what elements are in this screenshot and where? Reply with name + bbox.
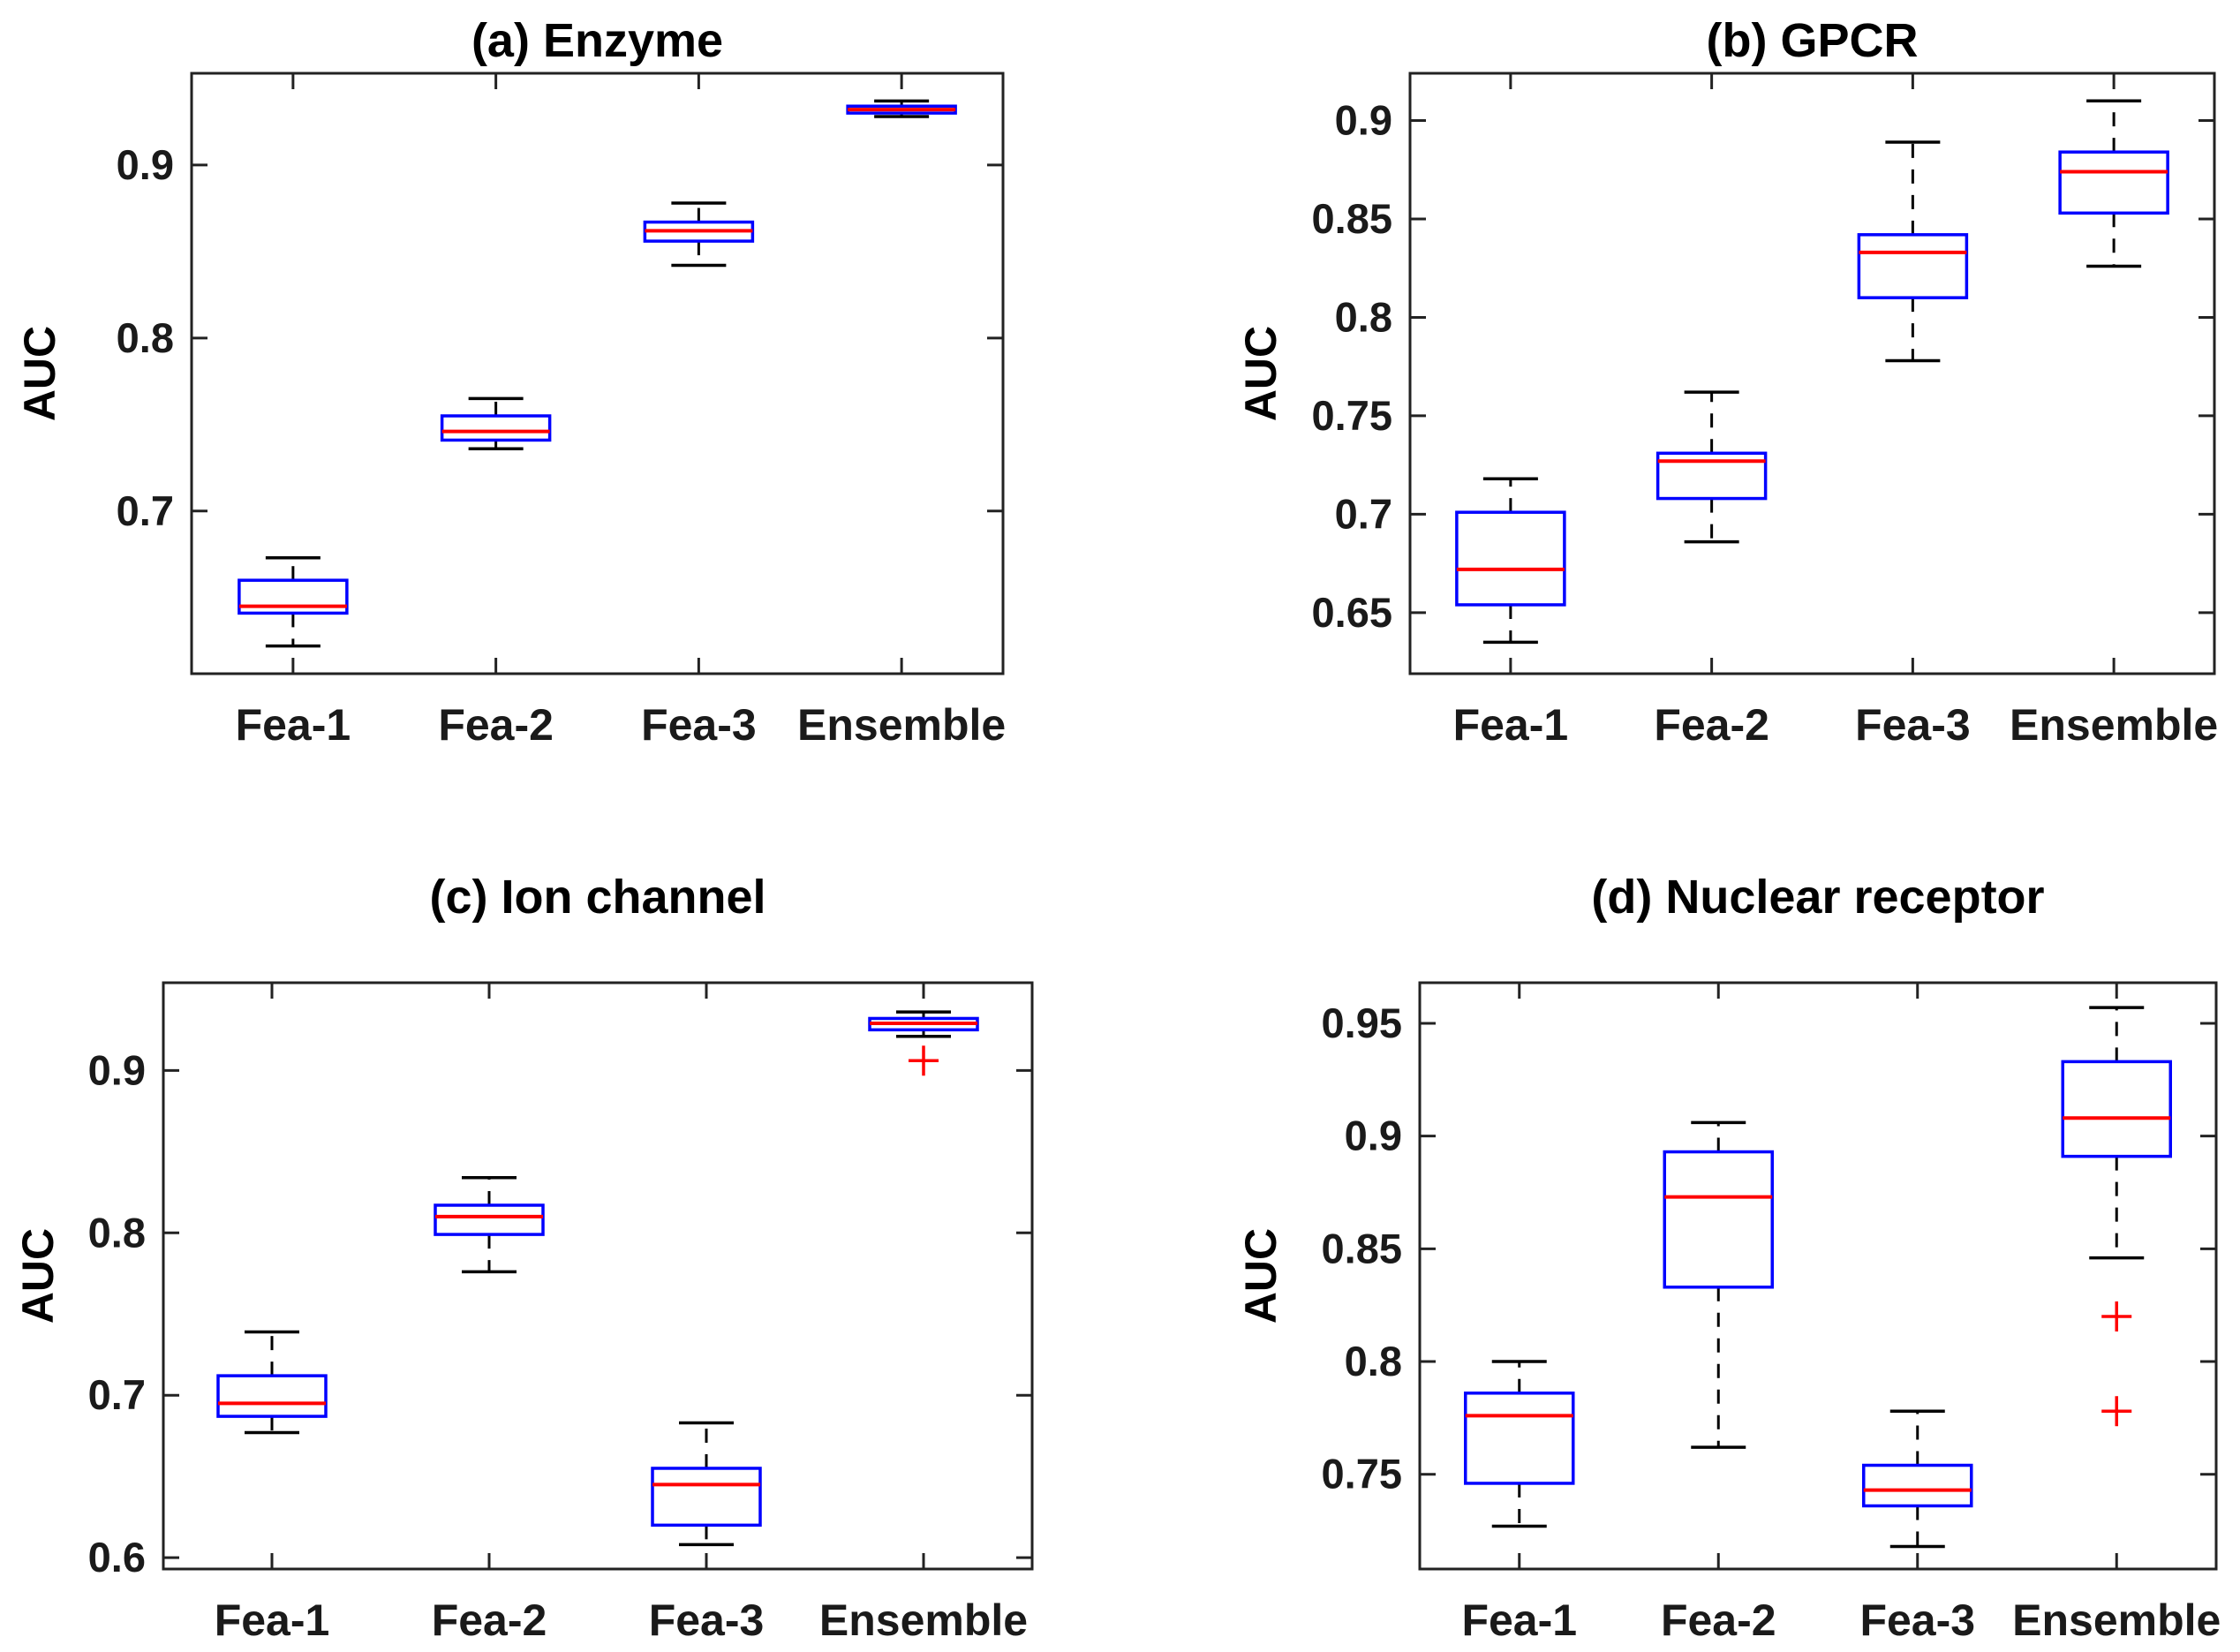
y-tick-label: 0.75 [1322,1451,1402,1497]
y-tick-label: 0.8 [1335,293,1392,340]
x-tick-label: Fea-1 [215,1595,330,1645]
box-group-ensemble [2061,1006,2172,1427]
x-tick-label: Fea-2 [438,700,554,750]
panel-nuclear-receptor: (d) Nuclear receptor AUC 0.75 0.8 0.85 0.9 0.9… [1120,826,2240,1652]
boxplot-canvas-nuclear-receptor: (d) Nuclear receptor AUC 0.75 0.8 0.85 0.9 0.9… [1236,871,2221,1645]
box-group-fea-1 [1455,477,1566,645]
y-axis-label: AUC [1236,1228,1286,1324]
plot-area-border [190,72,1005,675]
boxplot-canvas-gpcr: (b) GPCR AUC 0.65 0.7 0.75 0.8 0.85 0.9 Fea-1 Fea… [1236,14,2218,750]
box-group-fea-3 [651,1421,762,1547]
y-tick-label: 0.8 [1345,1338,1402,1384]
panel-title: (b) GPCR [1707,14,1919,67]
iqr-box [440,414,552,442]
x-tick-label: Fea-1 [1453,700,1569,750]
iqr-box [1663,1150,1774,1289]
iqr-box [1455,510,1566,607]
x-tick-label: Fea-3 [1859,1595,1975,1645]
y-tick-label: 0.7 [117,487,174,534]
y-tick-label: 0.7 [88,1371,146,1418]
y-tick-label: 0.75 [1312,392,1392,439]
iqr-box [2058,150,2169,215]
plot-area-border [162,981,1034,1571]
box-group-fea-2 [434,1175,545,1274]
y-tick-label: 0.8 [117,314,174,361]
iqr-box [1464,1392,1575,1485]
y-tick-label: 0.95 [1322,999,1402,1046]
y-axis-label: AUC [15,326,64,421]
y-axis-label: AUC [1236,326,1286,421]
box-group-fea-1 [1464,1360,1575,1528]
box-group-fea-2 [1655,390,1768,544]
box-group-fea-1 [216,1330,328,1435]
y-tick-label: 0.9 [1335,97,1392,144]
y-tick-label: 0.85 [1312,195,1392,242]
x-tick-label: Fea-1 [1461,1595,1577,1645]
y-tick-label: 0.7 [1335,490,1392,537]
panel-title: (a) Enzyme [471,14,723,67]
iqr-box [1857,233,1969,299]
plot-area-border [1418,981,2218,1571]
x-tick-label: Fea-3 [1855,700,1971,750]
box-group-fea-1 [238,555,349,648]
x-tick-label: Fea-1 [236,700,351,750]
iqr-box [651,1467,762,1528]
x-tick-label: Fea-2 [1654,700,1769,750]
box-group-fea-3 [1862,1409,1973,1549]
panel-title: (c) Ion channel [429,871,766,924]
y-tick-label: 0.9 [1345,1113,1402,1159]
iqr-box [1862,1463,1973,1508]
iqr-box [238,578,349,615]
iqr-box [2061,1060,2172,1158]
box-group-ensemble [2058,99,2169,268]
y-tick-label: 0.9 [88,1046,146,1093]
box-group-ensemble [868,1010,979,1076]
x-tick-label: Fea-3 [649,1595,765,1645]
y-tick-label: 0.9 [117,141,174,188]
plot-area-border [1408,72,2216,675]
x-tick-label: Ensemble [819,1595,1028,1645]
iqr-box [216,1374,328,1418]
panel-enzyme: (a) Enzyme AUC 0.7 0.8 0.9 Fea-1 Fea-2 Fea-3 Ens… [0,0,1120,826]
iqr-box [434,1203,545,1236]
x-tick-label: Ensemble [797,700,1006,750]
y-tick-label: 0.85 [1322,1225,1402,1271]
x-tick-label: Ensemble [2012,1595,2221,1645]
x-tick-label: Fea-2 [432,1595,547,1645]
y-tick-label: 0.8 [88,1209,146,1256]
panel-ion-channel: (c) Ion channel AUC 0.6 0.7 0.8 0.9 Fea-1 Fea-2… [0,826,1120,1652]
panel-gpcr: (b) GPCR AUC 0.65 0.7 0.75 0.8 0.85 0.9 Fea-1 Fea… [1120,0,2240,826]
box-group-fea-3 [643,201,755,268]
y-tick-label: 0.65 [1312,589,1392,636]
x-tick-label: Fea-3 [641,700,757,750]
y-tick-label: 0.6 [88,1534,146,1580]
box-group-fea-2 [440,396,552,450]
box-group-ensemble [846,99,957,118]
panel-title: (d) Nuclear receptor [1591,871,2044,924]
x-tick-label: Ensemble [2010,700,2218,750]
x-tick-label: Fea-2 [1661,1595,1776,1645]
boxplot-canvas-enzyme: (a) Enzyme AUC 0.7 0.8 0.9 Fea-1 Fea-2 Fea-3 Ens… [15,14,1006,750]
boxplot-canvas-ion-channel: (c) Ion channel AUC 0.6 0.7 0.8 0.9 Fea-1 Fea-2… [13,871,1034,1645]
y-axis-label: AUC [13,1228,63,1324]
box-group-fea-2 [1663,1120,1774,1449]
box-group-fea-3 [1857,140,1969,363]
